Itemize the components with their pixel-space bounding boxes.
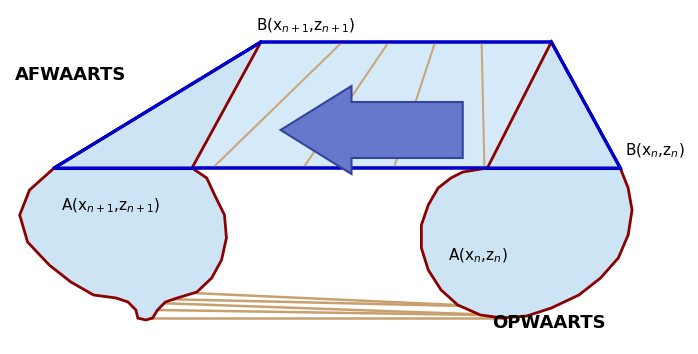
Polygon shape — [54, 42, 621, 168]
Polygon shape — [20, 42, 261, 320]
Polygon shape — [20, 168, 632, 320]
Text: AFWAARTS: AFWAARTS — [15, 66, 126, 84]
Text: B(x$_{n+1}$,z$_{n+1}$): B(x$_{n+1}$,z$_{n+1}$) — [255, 16, 355, 35]
Text: A(x$_{n+1}$,z$_{n+1}$): A(x$_{n+1}$,z$_{n+1}$) — [61, 196, 161, 215]
Text: OPWAARTS: OPWAARTS — [492, 314, 606, 332]
Text: B(x$_{n}$,z$_{n}$): B(x$_{n}$,z$_{n}$) — [625, 141, 685, 160]
Polygon shape — [422, 42, 632, 318]
Polygon shape — [281, 86, 463, 174]
Text: A(x$_{n}$,z$_{n}$): A(x$_{n}$,z$_{n}$) — [448, 246, 507, 265]
